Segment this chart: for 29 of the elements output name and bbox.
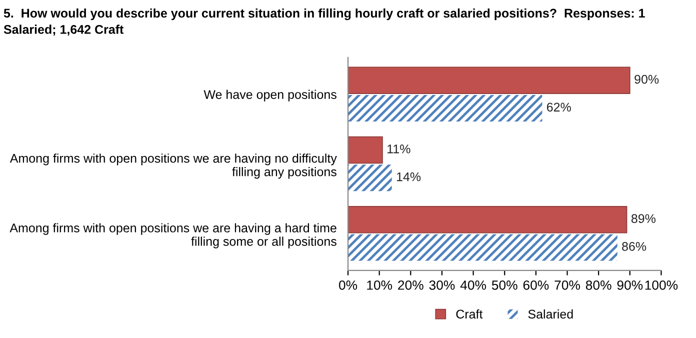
x-tick-label: 60% [523, 280, 549, 290]
bar [348, 66, 630, 94]
x-tick-label: 10% [367, 280, 392, 290]
data-label: 62% [546, 102, 571, 112]
data-label: 90% [634, 74, 659, 84]
y-tick-label: We have open positions [204, 90, 336, 102]
legend-label: Salaried [528, 309, 573, 319]
x-tick-label: 80% [586, 280, 612, 290]
x-tick-label: 0% [338, 280, 358, 290]
legend-label: Craft [456, 309, 483, 319]
y-tick-label: Among firms with open positions we are having a hard time filling some or all positions [10, 223, 336, 248]
x-tick-label: 100% [645, 280, 678, 290]
chart-title: 5. How would you describe your current situation in filling hourly craft or salaried positions? Responses: 1 Salaried; 1,642 Craft [4, 8, 645, 36]
bar [348, 94, 542, 122]
bar [348, 136, 383, 164]
bar [348, 234, 618, 261]
x-tick-label: 50% [492, 280, 518, 290]
data-label: 86% [622, 242, 646, 251]
y-tick-label: Among firms with open positions we are having no difficulty filling any positions [10, 154, 337, 179]
x-tick-label: 20% [398, 280, 424, 290]
bar [348, 164, 392, 192]
data-label: 89% [631, 214, 656, 223]
data-label: 14% [396, 172, 421, 182]
x-tick-label: 40% [460, 280, 486, 290]
data-label: 11% [388, 144, 410, 154]
x-tick-label: 70% [554, 280, 580, 290]
bar [348, 206, 628, 234]
x-tick-label: 30% [429, 280, 455, 290]
x-tick-label: 90% [617, 280, 643, 290]
